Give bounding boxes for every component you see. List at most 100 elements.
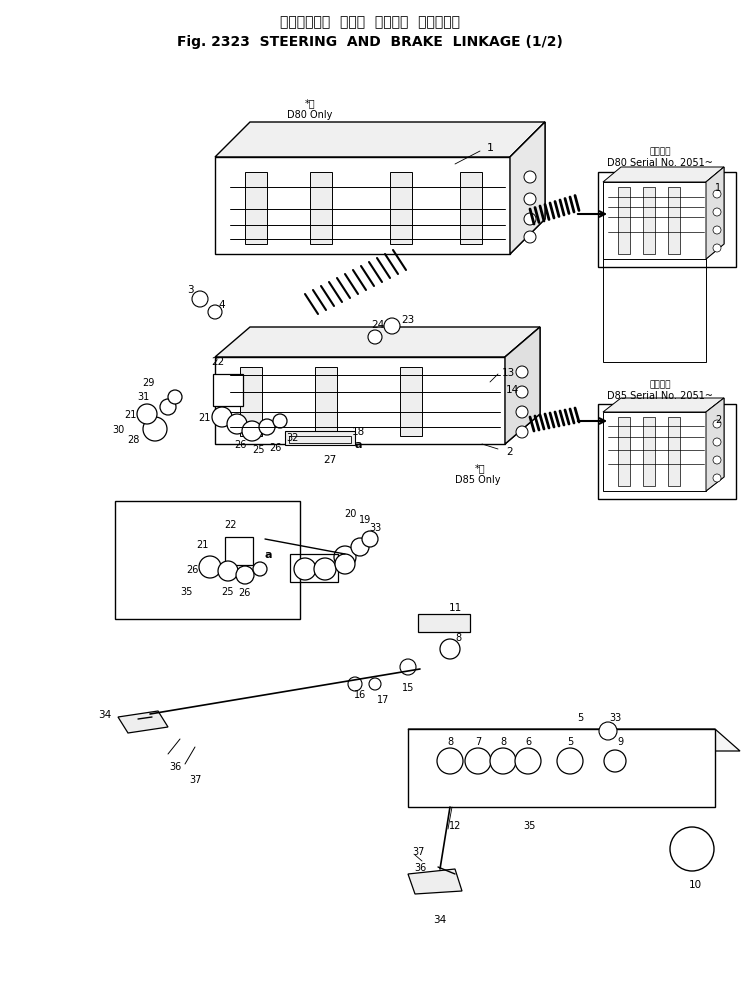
Polygon shape	[115, 501, 300, 619]
Text: 2: 2	[507, 447, 514, 457]
Text: 2: 2	[715, 415, 721, 425]
Bar	[603, 413, 706, 492]
Circle shape	[713, 475, 721, 483]
Bar	[598, 172, 736, 268]
Text: 28: 28	[127, 435, 139, 445]
Text: D85 Serial No. 2051~: D85 Serial No. 2051~	[607, 391, 713, 401]
Text: D85 Only: D85 Only	[455, 475, 501, 485]
Text: 23: 23	[402, 315, 415, 325]
Polygon shape	[408, 729, 740, 752]
Circle shape	[227, 415, 247, 435]
Circle shape	[713, 226, 721, 234]
Circle shape	[465, 748, 491, 775]
Text: 22: 22	[224, 519, 236, 529]
Circle shape	[713, 439, 721, 447]
Text: 25: 25	[252, 445, 265, 455]
Text: 10: 10	[688, 879, 702, 889]
Bar	[240, 368, 262, 437]
Bar	[285, 432, 355, 446]
Circle shape	[516, 407, 528, 419]
Bar	[290, 554, 338, 582]
Circle shape	[253, 562, 267, 576]
Circle shape	[348, 677, 362, 691]
Text: 26: 26	[238, 587, 250, 597]
Text: 35: 35	[524, 821, 536, 831]
Text: 24: 24	[371, 320, 385, 330]
Polygon shape	[706, 399, 724, 492]
Circle shape	[259, 420, 275, 436]
Text: 9: 9	[617, 736, 623, 746]
Circle shape	[516, 387, 528, 399]
Text: 31: 31	[137, 392, 149, 402]
Polygon shape	[215, 328, 540, 358]
Circle shape	[516, 427, 528, 439]
Text: 16: 16	[354, 689, 366, 699]
Polygon shape	[603, 399, 724, 413]
Circle shape	[369, 678, 381, 690]
Polygon shape	[510, 123, 545, 255]
Text: *用: *用	[475, 463, 485, 473]
Bar	[315, 368, 337, 437]
Bar	[310, 172, 332, 244]
Circle shape	[515, 748, 541, 775]
Circle shape	[160, 400, 176, 416]
Circle shape	[384, 319, 400, 335]
Circle shape	[599, 722, 617, 740]
Circle shape	[524, 193, 536, 205]
Circle shape	[242, 422, 262, 442]
Text: 36: 36	[169, 762, 181, 772]
Text: 21: 21	[124, 410, 136, 420]
Circle shape	[137, 405, 157, 425]
Text: 21: 21	[196, 539, 208, 549]
Bar	[603, 182, 706, 363]
Text: 18: 18	[351, 427, 365, 437]
Circle shape	[524, 213, 536, 225]
Circle shape	[334, 546, 356, 568]
Circle shape	[351, 538, 369, 556]
Text: 適用号機: 適用号機	[649, 147, 671, 156]
Polygon shape	[706, 167, 724, 260]
Text: a: a	[354, 440, 362, 450]
Circle shape	[335, 554, 355, 574]
Circle shape	[524, 231, 536, 243]
Text: 36: 36	[414, 862, 426, 872]
Text: 11: 11	[448, 602, 462, 612]
Polygon shape	[706, 167, 724, 260]
Circle shape	[713, 208, 721, 216]
Circle shape	[437, 748, 463, 775]
Bar	[213, 375, 243, 407]
Bar	[598, 405, 736, 500]
Text: 15: 15	[402, 682, 414, 692]
Text: 29: 29	[142, 378, 154, 388]
Text: 33: 33	[609, 712, 621, 722]
Circle shape	[199, 556, 221, 578]
Text: 21: 21	[198, 413, 210, 423]
Bar	[618, 187, 630, 255]
Text: 20: 20	[344, 508, 356, 518]
Text: 37: 37	[189, 775, 202, 785]
Circle shape	[208, 306, 222, 320]
Circle shape	[192, 292, 208, 308]
Text: 12: 12	[449, 821, 461, 831]
Polygon shape	[408, 869, 462, 894]
Bar	[643, 418, 655, 487]
Bar	[618, 418, 630, 487]
Bar	[390, 172, 412, 244]
Polygon shape	[118, 711, 168, 733]
Text: 3: 3	[187, 285, 193, 295]
Circle shape	[218, 561, 238, 581]
Text: 27: 27	[323, 455, 336, 465]
Text: 1: 1	[715, 182, 721, 192]
Text: 14: 14	[505, 385, 519, 395]
Text: 5: 5	[577, 712, 583, 722]
Circle shape	[604, 750, 626, 773]
Circle shape	[212, 408, 232, 428]
Text: a: a	[265, 549, 272, 559]
Circle shape	[524, 171, 536, 183]
Polygon shape	[215, 123, 545, 158]
Text: 19: 19	[359, 514, 371, 524]
Text: 適用号機: 適用号機	[649, 380, 671, 389]
Bar	[418, 614, 470, 632]
Circle shape	[294, 558, 316, 580]
Bar	[215, 358, 505, 445]
